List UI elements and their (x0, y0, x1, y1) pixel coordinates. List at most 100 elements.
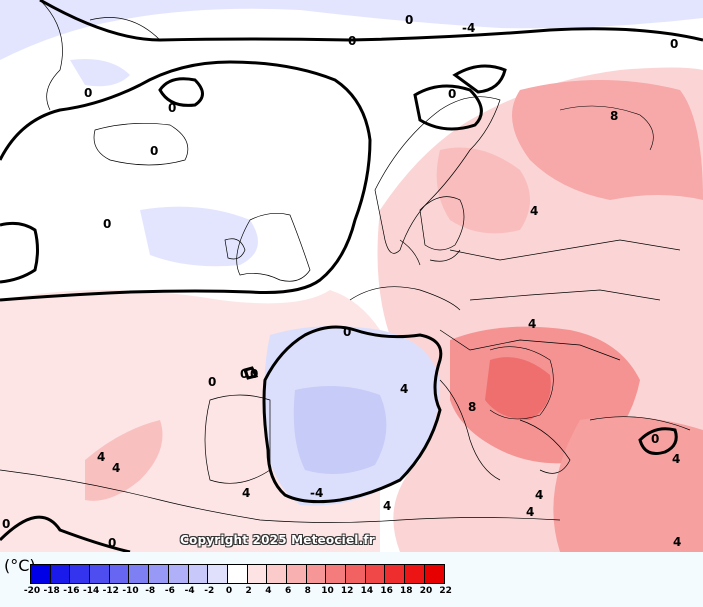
colorbar-tick-label: -16 (63, 586, 80, 596)
warm-anomaly-morocco (85, 420, 163, 501)
colorbar-swatch (50, 565, 71, 583)
contour-label: 0 (670, 37, 678, 51)
contour-label: -4 (310, 486, 323, 500)
colorbar-swatch (247, 565, 268, 583)
colorbar-tick-label: 10 (321, 586, 334, 596)
colorbar-tick-label: -6 (164, 586, 175, 596)
colorbar-swatch (149, 565, 169, 583)
legend-unit: (°C) (4, 556, 36, 575)
colorbar-swatch (365, 565, 386, 583)
colorbar-tick-label: -4 (184, 586, 195, 596)
greece-outline (519, 419, 571, 474)
contour-label: 0 (103, 217, 111, 231)
colorbar-swatch (286, 565, 307, 583)
colorbar-tick-label: 8 (304, 586, 311, 596)
iceland-outline (93, 122, 189, 166)
colorbar-ticks: -20 -18 -16 -14 -12 -10 -8 -6 -4 -2 0 2 4 6 8 10 12 14 16 1… (24, 586, 452, 600)
contour-label: 4 (672, 452, 680, 466)
coastlines (0, 0, 691, 523)
italy-outline (439, 379, 501, 481)
copyright-text: Copyright 2025 Meteociel.fr (180, 533, 375, 547)
sweden-south-outline (419, 196, 465, 251)
contour-label: 4 (242, 486, 250, 500)
colorbar-swatch (129, 565, 150, 583)
contour-label: 0 (250, 367, 258, 381)
contour-label: 0 (343, 325, 351, 339)
contour-label: 0 (651, 432, 659, 446)
zero-isotherms (0, 0, 703, 552)
norway-outline (374, 96, 501, 254)
contour-label: 4 (528, 317, 536, 331)
colorbar-tick-label: -20 (23, 586, 41, 596)
colorbar-swatch (326, 565, 346, 583)
contour-label: 0 (405, 13, 413, 27)
iberia-outline (204, 394, 271, 484)
colorbar-tick-label: 6 (284, 586, 292, 596)
colorbar-tick-label: 18 (400, 586, 413, 596)
contour-label: 0 (208, 375, 216, 389)
contour-label: 8 (468, 400, 476, 414)
colorbar-tick-label: -10 (122, 586, 139, 596)
colorbar-swatch (227, 565, 248, 583)
cold-anomaly-greenland (70, 59, 130, 87)
warm-anomaly-scandinavia (436, 147, 530, 234)
temperature-anomaly-map: 0 -4 0 0 0 0 0 0 0 8 4 0 4 0 0 0 4 8 0 4… (0, 0, 703, 552)
contour-label: 0 (84, 86, 92, 100)
contour-label: 0 (108, 536, 116, 550)
contour-label: 0 (168, 101, 176, 115)
colorbar-tick-label: 2 (245, 586, 252, 596)
contour-label: 8 (610, 109, 618, 123)
colorbar-swatch (306, 565, 327, 583)
colorbar-swatch (168, 565, 189, 583)
contour-label: 0 (348, 34, 356, 48)
colorbar-swatch (208, 565, 228, 583)
colorbar-tick-label: -12 (102, 586, 119, 596)
cold-anomaly-uk (140, 206, 258, 267)
contour-label: 0 (448, 87, 456, 101)
colorbar-tick-label: -8 (145, 586, 156, 596)
contour-label: 4 (383, 499, 391, 513)
colorbar-tick-label: -18 (43, 586, 60, 596)
colorbar-swatch (385, 565, 406, 583)
contour-label: 4 (535, 488, 543, 502)
colorbar-tick-label: -2 (204, 586, 215, 596)
map-canvas: 0 -4 0 0 0 0 0 0 0 8 4 0 4 0 0 0 4 8 0 4… (0, 0, 703, 552)
uk-outline (236, 213, 311, 282)
cold-anomaly-arctic (0, 0, 703, 60)
warm-anomaly-russia (512, 80, 703, 200)
colorbar-swatch (424, 565, 445, 583)
thin-contours (489, 105, 654, 420)
colorbar (30, 564, 446, 584)
contour-label: 4 (673, 535, 681, 549)
contour-label: 4 (400, 382, 408, 396)
colorbar-swatch (405, 565, 425, 583)
contour-label: 4 (526, 505, 534, 519)
colorbar-swatch (90, 565, 110, 583)
colorbar-swatch (109, 565, 130, 583)
contour-label: 0 (240, 367, 248, 381)
contour-label: 4 (112, 461, 120, 475)
warm-anomaly-turkey (553, 416, 703, 552)
cold-anomaly-france-core (293, 386, 387, 474)
colorbar-tick-label: 20 (419, 586, 433, 596)
contour-label: -4 (462, 21, 475, 35)
turkey-coast (589, 416, 691, 431)
colorbar-swatch (70, 565, 91, 583)
contour-label-group: 0 -4 0 0 0 0 0 0 0 8 4 0 4 0 0 0 4 8 0 4… (2, 13, 681, 550)
colorbar-tick-label: -14 (82, 586, 100, 596)
colorbar-tick-label: 4 (265, 586, 272, 596)
contour-label: 4 (530, 204, 538, 218)
colorbar-tick-label: 16 (380, 586, 393, 596)
contour-label: 0 (150, 144, 158, 158)
colorbar-swatch (188, 565, 209, 583)
colorbar-tick-label: 0 (225, 586, 233, 596)
contour-label: 0 (2, 517, 10, 531)
colorbar-swatch (31, 565, 51, 583)
ireland-outline (224, 238, 246, 260)
colorbar-tick-label: 14 (360, 586, 374, 596)
france-cold-contour (262, 325, 443, 504)
colorbar-tick-label: 22 (439, 586, 452, 596)
colorbar-swatch (346, 565, 366, 583)
colorbar-tick-label: 12 (340, 586, 354, 596)
colorbar-swatch (267, 565, 287, 583)
